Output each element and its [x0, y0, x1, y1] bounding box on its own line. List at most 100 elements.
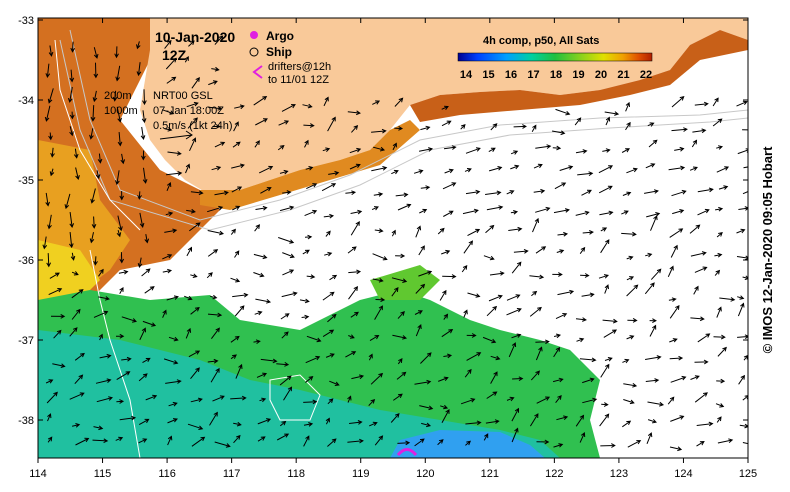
current-arrow [188, 222, 201, 232]
current-arrow [47, 214, 52, 230]
current-arrow [322, 329, 335, 338]
current-arrow [347, 438, 364, 444]
current-arrow [235, 363, 243, 379]
current-arrow [529, 413, 539, 427]
lat-tick-label: -34 [18, 95, 34, 107]
current-arrow [466, 333, 477, 338]
current-arrow [144, 286, 155, 294]
current-arrow [234, 104, 245, 110]
current-arrow [162, 254, 173, 260]
current-arrow [717, 438, 734, 444]
current-arrow [329, 274, 338, 281]
current-arrow [207, 230, 225, 236]
current-arrow [553, 208, 570, 214]
current-arrow [599, 413, 610, 427]
current-arrow [552, 377, 564, 383]
currents-product: NRT00 GSL [153, 90, 213, 102]
current-arrow [304, 209, 318, 217]
current-arrow [510, 150, 519, 155]
current-arrow [257, 436, 266, 442]
colorbar-tick-label: 19 [572, 69, 584, 81]
current-arrow [349, 163, 361, 170]
currents-scale: 0.5m/s (1kt 24h) [153, 120, 232, 132]
current-arrow [327, 116, 336, 132]
current-arrow [626, 255, 634, 261]
current-arrow [489, 271, 505, 276]
current-arrow [413, 169, 424, 174]
current-arrow [48, 132, 53, 141]
current-arrow [738, 206, 748, 211]
current-arrow [348, 334, 355, 339]
current-arrow [232, 292, 249, 298]
current-arrow [460, 124, 466, 130]
current-arrow [214, 141, 226, 148]
current-arrow [253, 253, 268, 260]
current-arrow [441, 249, 451, 255]
current-arrow [49, 272, 60, 279]
current-arrow [465, 420, 482, 426]
current-arrow [214, 441, 231, 448]
current-arrow [536, 396, 551, 404]
current-arrow [582, 377, 595, 384]
current-arrow [230, 395, 247, 401]
current-arrow [323, 96, 329, 107]
current-arrow [206, 272, 213, 279]
current-arrow [188, 40, 195, 47]
current-arrow [716, 416, 722, 423]
current-arrow [506, 396, 515, 402]
current-arrow [374, 435, 384, 446]
current-arrow [207, 249, 219, 257]
current-arrow [50, 313, 66, 319]
current-arrow [626, 284, 639, 297]
current-arrow [46, 253, 52, 268]
current-arrow [95, 378, 112, 384]
map-date: 10-Jan-2020 [155, 29, 235, 45]
current-arrow [351, 374, 365, 380]
current-arrow [419, 208, 428, 214]
current-arrow [233, 434, 241, 444]
current-arrow [186, 208, 196, 214]
current-arrow [256, 372, 268, 378]
current-arrow [167, 151, 182, 156]
current-vectors [42, 35, 748, 452]
current-arrow [694, 392, 708, 403]
current-arrow [327, 313, 337, 323]
current-arrow [304, 139, 309, 148]
current-arrow [327, 438, 337, 447]
current-arrow [466, 352, 482, 361]
current-arrow [506, 308, 522, 316]
current-arrow [69, 212, 75, 229]
current-arrow [512, 376, 524, 382]
current-arrow [214, 35, 224, 45]
current-arrow [395, 253, 406, 259]
current-arrow [581, 292, 595, 298]
colorbar [457, 52, 653, 62]
current-arrow [394, 97, 404, 107]
current-arrow [281, 331, 289, 339]
current-arrow [582, 230, 594, 235]
current-arrow [74, 352, 85, 361]
current-arrow [650, 215, 658, 231]
current-arrow [553, 333, 562, 339]
current-arrow [325, 417, 330, 425]
current-arrow [575, 210, 590, 216]
current-arrow [141, 268, 151, 277]
current-arrow [253, 96, 268, 106]
current-arrow [184, 55, 189, 63]
current-arrow [327, 398, 334, 405]
argo-float-marker [396, 448, 418, 457]
current-arrow [165, 379, 182, 384]
current-arrow [230, 277, 241, 283]
current-arrow [302, 249, 310, 255]
current-arrow [437, 227, 445, 235]
current-arrow [119, 252, 125, 264]
current-arrow [279, 205, 295, 212]
current-arrow [144, 234, 150, 244]
current-arrow [276, 433, 290, 441]
current-arrow [120, 153, 126, 165]
current-arrow [137, 191, 142, 200]
current-arrow [622, 191, 632, 196]
current-arrow [282, 190, 292, 195]
current-arrow [69, 392, 85, 400]
